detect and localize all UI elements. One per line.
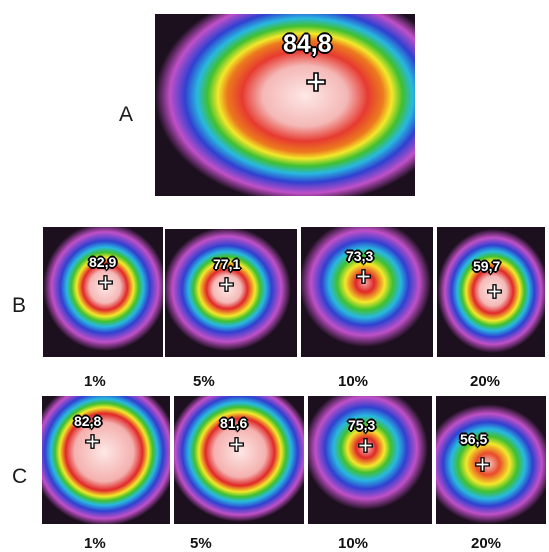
concentration-label: 5% [193,373,215,390]
crosshair-plus-icon [306,72,326,92]
temperature-label: 84,8 [283,30,332,58]
concentration-label: 10% [338,535,369,552]
crosshair-plus-icon [356,269,371,284]
thermal-heatmap [165,229,291,351]
thermal-image-c1: 82,8 [42,396,170,524]
crosshair-plus-icon [475,457,490,472]
temperature-label: 75,3 [348,417,376,433]
thermal-image-b4: 59,7 [437,227,545,357]
concentration-label: 1% [84,373,106,390]
crosshair-plus-icon [219,277,234,292]
temperature-label: 56,5 [460,431,488,447]
thermal-heatmap [301,227,431,347]
concentration-label: 5% [190,535,212,552]
temperature-label: 82,8 [74,413,102,429]
concentration-label: 20% [470,373,501,390]
thermal-image-b1: 82,9 [43,227,163,357]
thermal-image-b3: 73,3 [301,227,433,357]
crosshair-plus-icon [98,275,113,290]
temperature-label: 82,9 [89,254,117,270]
concentration-label: 20% [471,535,502,552]
temperature-label: 81,6 [220,415,248,431]
thermal-image-c3: 75,3 [308,396,432,524]
crosshair-plus-icon [229,437,244,452]
concentration-label: 10% [338,373,369,390]
thermal-image-c4: 56,5 [436,396,546,524]
thermal-heatmap [43,227,163,351]
thermal-image-b2: 77,1 [165,229,297,357]
thermal-image-c2: 81,6 [174,396,304,524]
row-label-b: B [12,294,27,317]
row-label-a: A [119,103,134,126]
thermal-heatmap [155,14,415,196]
temperature-label: 77,1 [213,256,241,272]
crosshair-plus-icon [487,284,502,299]
crosshair-plus-icon [85,434,100,449]
thermal-image-a: 84,8 [155,14,415,196]
concentration-label: 1% [84,535,106,552]
row-label-c: C [12,465,28,488]
crosshair-plus-icon [358,438,373,453]
thermal-heatmap [174,396,304,522]
thermal-heatmap [308,396,428,510]
thermal-heatmap [436,404,546,524]
thermal-heatmap [42,396,170,524]
temperature-label: 59,7 [473,258,501,274]
temperature-label: 73,3 [346,248,374,264]
